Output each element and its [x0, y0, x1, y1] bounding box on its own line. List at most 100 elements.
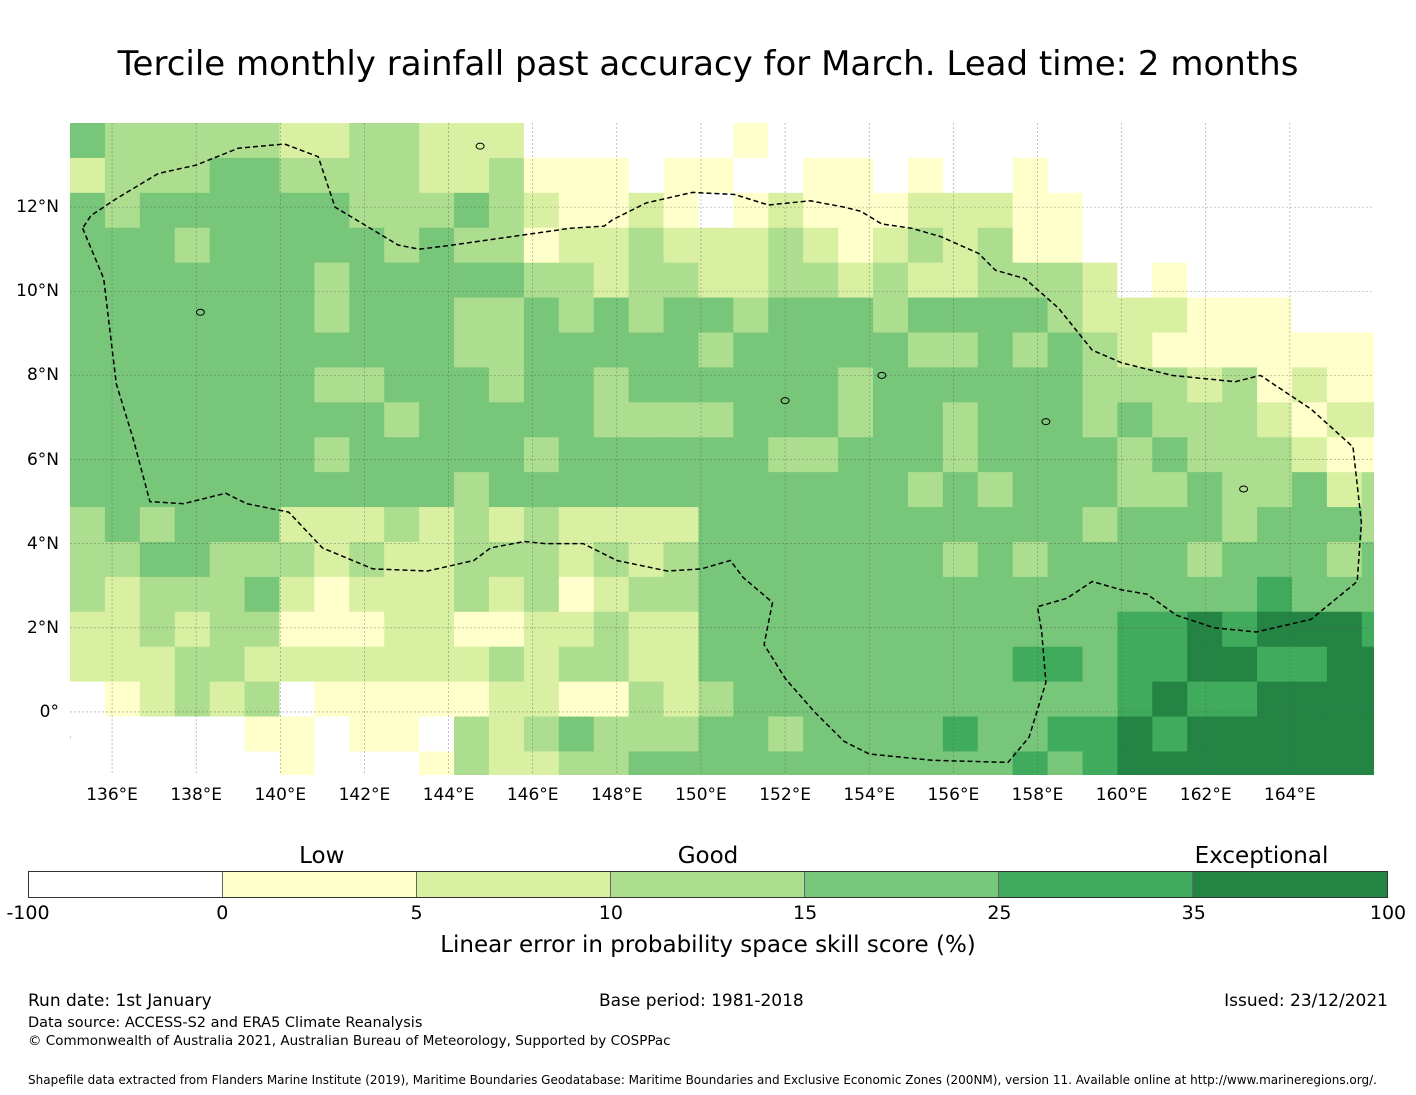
skill-cell	[488, 297, 525, 334]
skill-cell	[314, 507, 350, 543]
skill-cell	[1222, 332, 1258, 368]
skill-cell	[803, 541, 839, 578]
skill-cell	[1257, 751, 1293, 775]
colorbar-tick-label: -100	[6, 902, 50, 924]
skill-cell	[70, 227, 106, 264]
skill-cell	[1326, 472, 1363, 508]
skill-cell	[1117, 297, 1153, 334]
skill-cell	[1326, 751, 1363, 775]
skill-cell	[454, 123, 490, 159]
skill-cell	[558, 332, 595, 368]
skill-cell	[1152, 367, 1188, 403]
x-tick-label: 146°E	[506, 785, 559, 805]
skill-cell	[1012, 157, 1049, 194]
skill-cell	[454, 472, 490, 508]
skill-cell	[558, 576, 595, 613]
skill-cell	[523, 472, 560, 508]
skill-cell	[1361, 402, 1374, 438]
skill-cell	[768, 297, 804, 334]
skill-cell	[523, 192, 560, 229]
skill-cell	[1152, 157, 1188, 194]
skill-cell	[1082, 297, 1118, 334]
x-tick-label: 154°E	[843, 785, 896, 805]
skill-cell	[104, 123, 141, 159]
skill-cell	[279, 367, 315, 403]
skill-cell	[279, 576, 315, 613]
skill-cell	[663, 297, 700, 334]
skill-cell	[174, 157, 211, 194]
skill-cell	[1047, 576, 1084, 613]
skill-cell	[1117, 507, 1153, 543]
skill-cell	[1047, 646, 1084, 683]
skill-cell	[733, 646, 769, 683]
skill-cell	[1047, 123, 1084, 159]
skill-cell	[209, 367, 246, 403]
issued-date: Issued: 23/12/2021	[1224, 991, 1388, 1011]
skill-cell	[1291, 437, 1328, 473]
skill-cell	[593, 751, 630, 775]
skill-cell	[1326, 227, 1363, 264]
skill-cell	[1012, 192, 1049, 229]
skill-cell	[593, 716, 630, 753]
skill-cell	[873, 157, 909, 194]
skill-cell	[1012, 367, 1049, 403]
skill-cell	[104, 192, 141, 229]
skill-cell	[1152, 262, 1188, 299]
skill-cell	[942, 472, 979, 508]
skill-cell	[1326, 646, 1363, 683]
skill-cell	[977, 402, 1014, 438]
skill-cell	[803, 437, 839, 473]
x-tick-label: 164°E	[1264, 785, 1316, 805]
skill-cell	[104, 716, 141, 753]
skill-cell	[1012, 646, 1049, 683]
skill-cell	[698, 367, 734, 403]
skill-cell	[1222, 646, 1258, 683]
skill-cell	[628, 123, 665, 159]
skill-cell	[104, 262, 141, 299]
skill-cell	[733, 157, 769, 194]
skill-cell	[1291, 192, 1328, 229]
skill-cell	[1361, 646, 1374, 683]
skill-cell	[139, 157, 176, 194]
skill-cell	[1187, 332, 1223, 368]
skill-cell	[1187, 611, 1223, 648]
skill-cell	[873, 192, 909, 229]
skill-cell	[174, 507, 211, 543]
skill-cell	[454, 751, 490, 775]
colorbar-title: Linear error in probability space skill …	[440, 932, 976, 958]
skill-cell	[1152, 123, 1188, 159]
skill-cell	[1117, 123, 1153, 159]
skill-cell	[733, 716, 769, 753]
skill-cell	[593, 681, 630, 718]
skill-cell	[523, 611, 560, 648]
skill-cell	[628, 437, 665, 473]
skill-cell	[1117, 472, 1153, 508]
skill-cell	[384, 576, 420, 613]
skill-cell	[733, 227, 769, 264]
skill-cell	[593, 611, 630, 648]
skill-cell	[349, 472, 385, 508]
skill-cell	[663, 367, 700, 403]
skill-cell	[1082, 332, 1118, 368]
skill-cell	[1117, 192, 1153, 229]
skill-cell	[558, 157, 595, 194]
skill-cell	[104, 681, 141, 718]
colorbar-tick-label: 100	[1369, 902, 1407, 924]
skill-cell	[1012, 576, 1049, 613]
skill-map[interactable]	[70, 123, 1374, 775]
skill-cell	[279, 611, 315, 648]
skill-cell	[523, 367, 560, 403]
skill-cell	[488, 367, 525, 403]
skill-cell	[1257, 716, 1293, 753]
island-outline	[195, 308, 205, 316]
skill-cell	[1012, 472, 1049, 508]
skill-cell	[803, 576, 839, 613]
y-tick-label: 8°N	[26, 365, 59, 386]
skill-cell	[803, 297, 839, 334]
skill-cell	[907, 611, 944, 648]
skill-cell	[209, 472, 246, 508]
skill-cell	[733, 472, 769, 508]
skill-cell	[104, 437, 141, 473]
skill-cell	[873, 402, 909, 438]
skill-cell	[1257, 611, 1293, 648]
